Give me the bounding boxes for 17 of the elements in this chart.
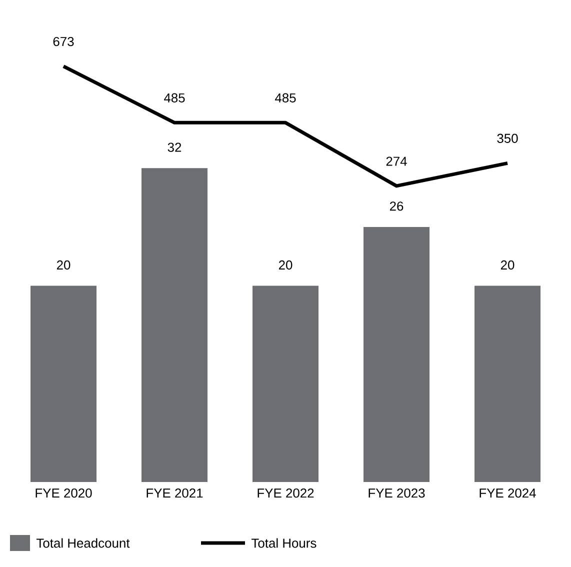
data-label: 673: [53, 36, 74, 46]
x-tick-label: FYE 2021: [146, 488, 203, 498]
legend-label: Total Hours: [252, 538, 316, 548]
data-label: 20: [500, 260, 514, 270]
data-label: 485: [164, 93, 185, 102]
legend-label: Total Headcount: [36, 538, 130, 548]
data-label: 485: [275, 93, 296, 102]
x-tick-label: FYE 2022: [258, 488, 314, 498]
data-label: 26: [390, 202, 404, 211]
data-label: 274: [386, 156, 407, 166]
data-label: 20: [278, 260, 292, 270]
data-label: 32: [168, 142, 182, 152]
data-label: 350: [497, 134, 518, 143]
x-tick-label: FYE 2024: [480, 488, 536, 498]
x-tick-label: FYE 2023: [368, 488, 425, 498]
data-label: 20: [56, 260, 70, 270]
x-tick-label: FYE 2020: [36, 488, 92, 498]
